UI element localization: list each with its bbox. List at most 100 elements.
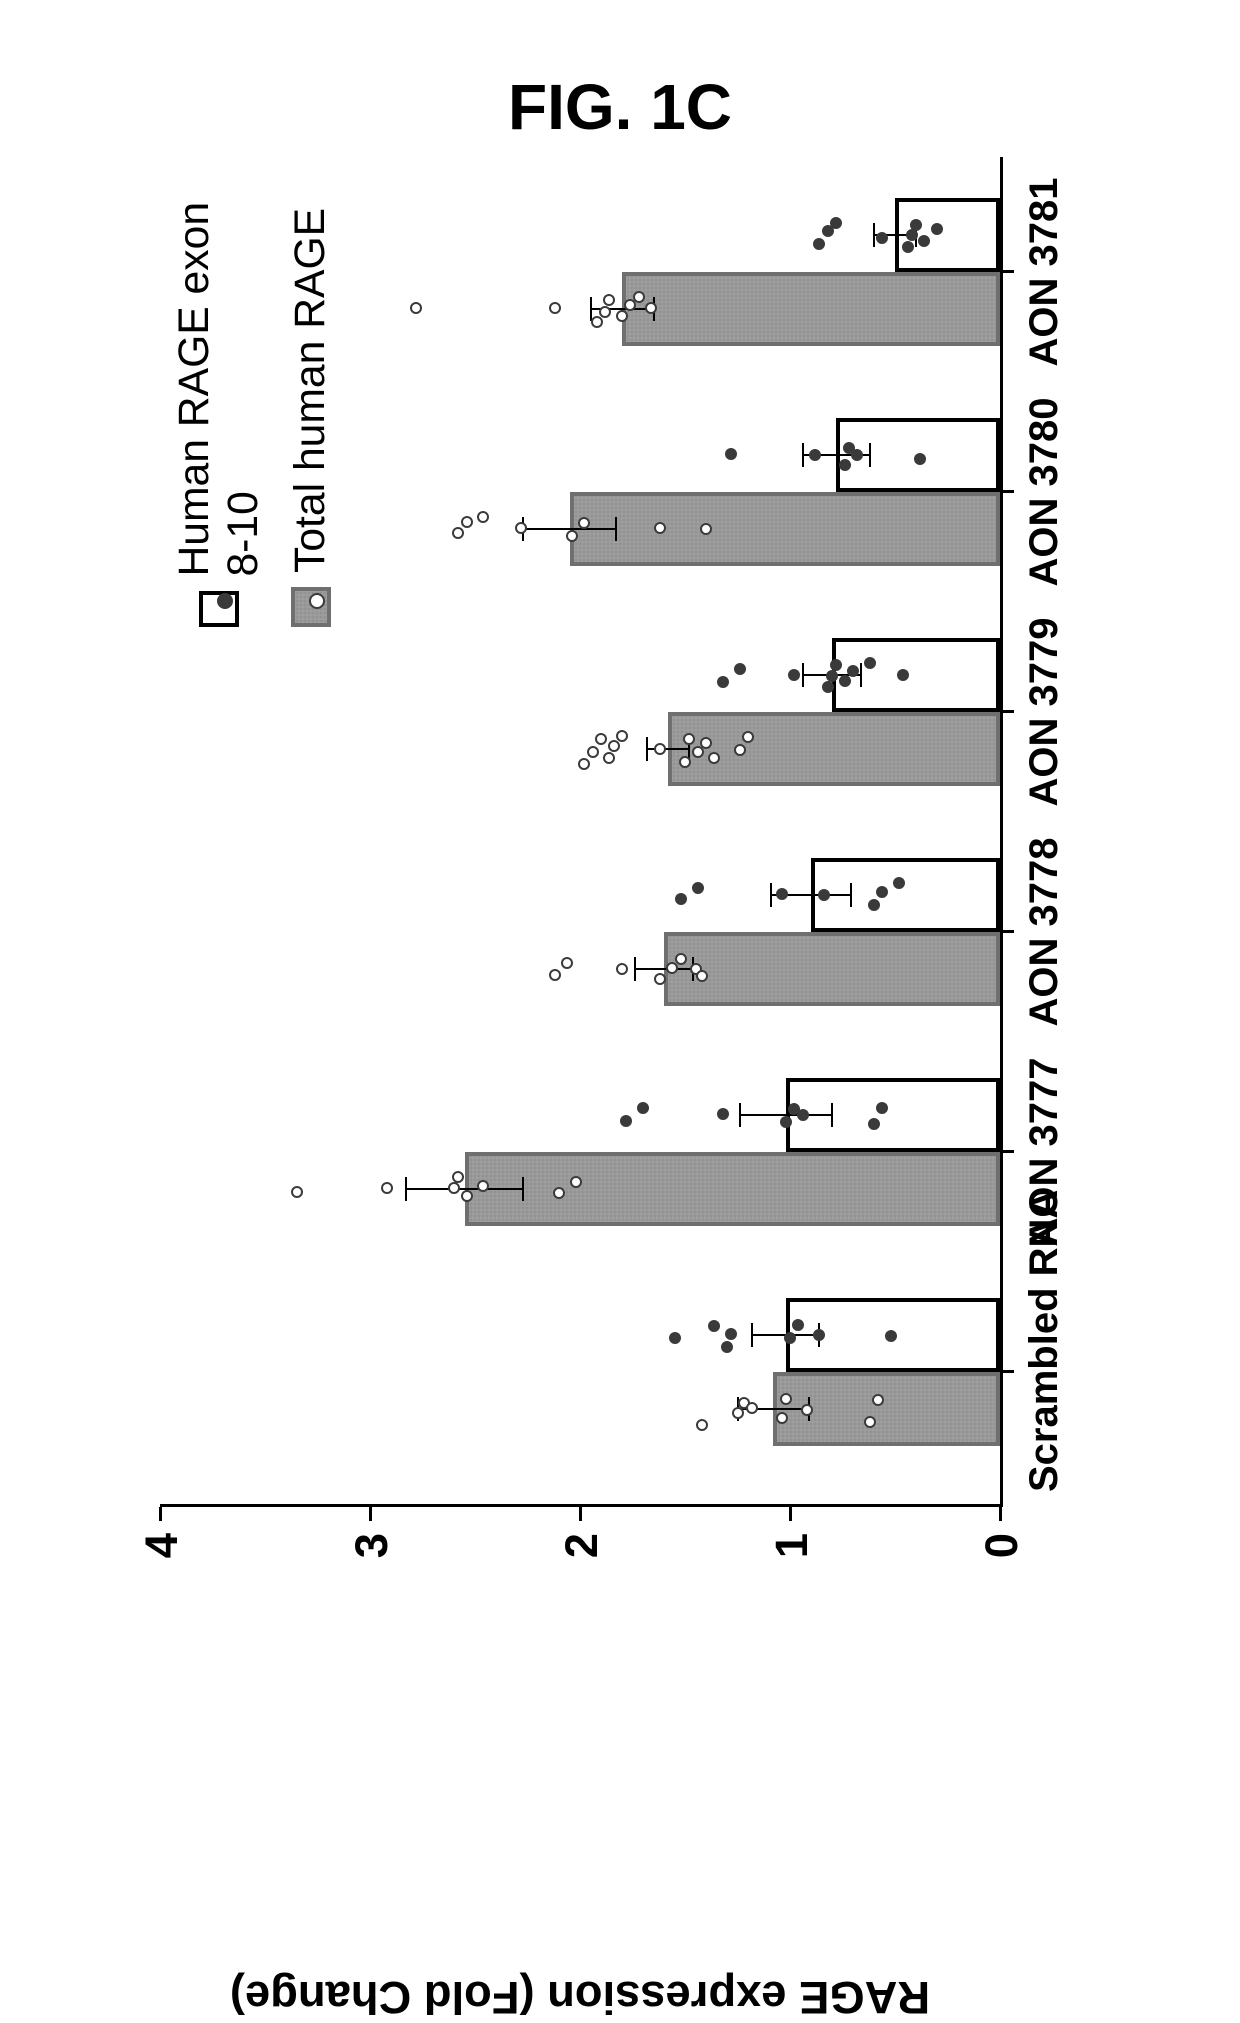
y-tick-label: 3 bbox=[346, 1533, 398, 1591]
bar-total bbox=[622, 272, 1000, 346]
point-exon bbox=[876, 232, 888, 244]
y-tick bbox=[369, 1507, 372, 1521]
errorbar-cap bbox=[802, 443, 804, 467]
point-exon bbox=[830, 659, 842, 671]
errorbar-cap bbox=[802, 663, 804, 687]
x-category-label: AON 3781 bbox=[1022, 152, 1067, 392]
y-tick bbox=[579, 1507, 582, 1521]
point-exon bbox=[708, 1320, 720, 1332]
point-exon bbox=[788, 669, 800, 681]
errorbar-cap bbox=[873, 223, 875, 247]
point-total bbox=[595, 733, 607, 745]
errorbar-cap bbox=[634, 957, 636, 981]
point-total bbox=[633, 291, 645, 303]
point-exon bbox=[813, 238, 825, 250]
chart-canvas: 01234RAGE expression (Fold Change)Scramb… bbox=[120, 117, 1120, 1677]
point-total bbox=[645, 302, 657, 314]
point-total bbox=[566, 530, 578, 542]
y-tick-label: 0 bbox=[976, 1533, 1028, 1591]
x-tick bbox=[1000, 1150, 1014, 1153]
point-total bbox=[732, 1407, 744, 1419]
point-total bbox=[452, 527, 464, 539]
point-exon bbox=[734, 663, 746, 675]
point-exon bbox=[776, 888, 788, 900]
x-tick bbox=[1000, 270, 1014, 273]
point-exon bbox=[839, 459, 851, 471]
errorbar-cap bbox=[405, 1177, 407, 1201]
point-total bbox=[654, 743, 666, 755]
point-total bbox=[561, 957, 573, 969]
errorbar-cap bbox=[522, 1177, 524, 1201]
point-exon bbox=[717, 676, 729, 688]
point-exon bbox=[931, 223, 943, 235]
point-total bbox=[700, 523, 712, 535]
point-total bbox=[608, 740, 620, 752]
point-total bbox=[477, 511, 489, 523]
point-exon bbox=[906, 229, 918, 241]
point-total bbox=[603, 752, 615, 764]
point-total bbox=[291, 1186, 303, 1198]
point-exon bbox=[725, 448, 737, 460]
point-total bbox=[578, 758, 590, 770]
errorbar-cap bbox=[770, 883, 772, 907]
point-exon bbox=[847, 665, 859, 677]
legend-row: Human RAGE exon 8-10 bbox=[170, 157, 268, 627]
point-total bbox=[553, 1187, 565, 1199]
y-tick-label: 1 bbox=[766, 1533, 818, 1591]
legend-swatch-exon bbox=[199, 591, 239, 627]
point-exon bbox=[792, 1319, 804, 1331]
errorbar-cap bbox=[646, 737, 648, 761]
point-total bbox=[461, 516, 473, 528]
x-tick bbox=[1000, 930, 1014, 933]
y-tick bbox=[159, 1507, 162, 1521]
errorbar-cap bbox=[590, 297, 592, 321]
point-total bbox=[410, 302, 422, 314]
point-total bbox=[591, 316, 603, 328]
errorbar-cap bbox=[739, 1103, 741, 1127]
point-exon bbox=[839, 675, 851, 687]
y-tick bbox=[999, 1507, 1002, 1521]
y-axis-title: RAGE expression (Fold Change) bbox=[160, 1971, 1000, 2023]
legend-dot-total-icon bbox=[309, 593, 325, 609]
point-exon bbox=[830, 217, 842, 229]
point-total bbox=[746, 1402, 758, 1414]
point-total bbox=[549, 302, 561, 314]
point-exon bbox=[876, 1102, 888, 1114]
point-total bbox=[683, 733, 695, 745]
point-exon bbox=[868, 1118, 880, 1130]
errorbar-cap bbox=[850, 883, 852, 907]
legend: Human RAGE exon 8-10 Total human RAGE bbox=[170, 157, 353, 627]
point-total bbox=[696, 1419, 708, 1431]
point-exon bbox=[818, 889, 830, 901]
x-category-label: AON 3778 bbox=[1022, 812, 1067, 1052]
point-total bbox=[780, 1393, 792, 1405]
point-exon bbox=[784, 1332, 796, 1344]
point-exon bbox=[692, 882, 704, 894]
point-exon bbox=[822, 681, 834, 693]
point-total bbox=[616, 963, 628, 975]
point-total bbox=[616, 730, 628, 742]
y-tick-label: 2 bbox=[556, 1533, 608, 1591]
point-total bbox=[549, 969, 561, 981]
legend-swatch-total bbox=[291, 587, 331, 627]
point-exon bbox=[675, 893, 687, 905]
point-exon bbox=[637, 1102, 649, 1114]
y-tick-label: 4 bbox=[136, 1533, 188, 1591]
point-exon bbox=[902, 241, 914, 253]
point-total bbox=[570, 1176, 582, 1188]
point-exon bbox=[620, 1115, 632, 1127]
errorbar-cap bbox=[615, 517, 617, 541]
bar-total bbox=[465, 1152, 1001, 1226]
point-total bbox=[448, 1182, 460, 1194]
point-exon bbox=[809, 449, 821, 461]
point-exon bbox=[725, 1328, 737, 1340]
y-tick bbox=[789, 1507, 792, 1521]
x-axis-line bbox=[1000, 157, 1003, 1507]
x-tick bbox=[1000, 490, 1014, 493]
x-tick bbox=[1000, 710, 1014, 713]
errorbar-cap bbox=[831, 1103, 833, 1127]
point-total bbox=[603, 294, 615, 306]
point-total bbox=[776, 1412, 788, 1424]
legend-label: Total human RAGE bbox=[286, 208, 335, 573]
point-exon bbox=[669, 1332, 681, 1344]
